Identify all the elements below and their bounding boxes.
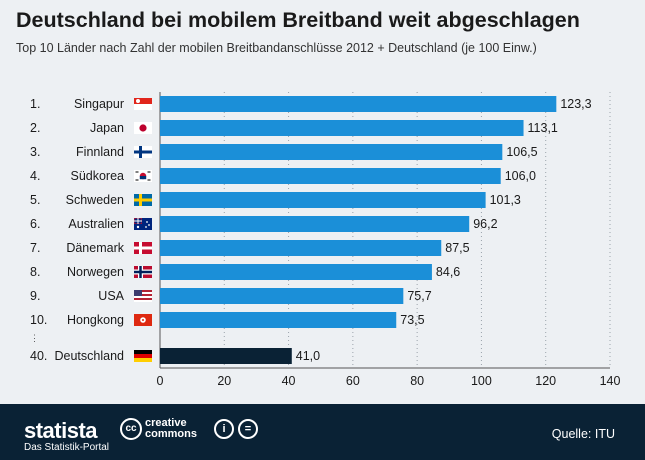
footer: statista Das Statistik-Portal cc creativ… bbox=[0, 404, 645, 460]
country-label: Hongkong bbox=[67, 313, 124, 327]
no-derivatives-icon[interactable]: = bbox=[238, 419, 258, 439]
rank-label: 6. bbox=[30, 217, 40, 231]
value-label: 87,5 bbox=[445, 241, 469, 255]
chart-subtitle: Top 10 Länder nach Zahl der mobilen Brei… bbox=[16, 41, 537, 55]
creative-commons-icon[interactable]: cc bbox=[120, 418, 142, 440]
rank-label: 7. bbox=[30, 241, 40, 255]
flag-australia-icon bbox=[134, 218, 152, 230]
x-tick-label: 80 bbox=[410, 374, 424, 388]
rank-label: 8. bbox=[30, 265, 40, 279]
country-label: Singapur bbox=[74, 97, 124, 111]
country-label: Japan bbox=[90, 121, 124, 135]
value-label: 113,1 bbox=[528, 121, 558, 135]
value-label: 123,3 bbox=[560, 97, 591, 111]
statista-tagline: Das Statistik-Portal bbox=[24, 442, 110, 453]
flag-singapore-icon bbox=[134, 98, 152, 110]
x-tick-label: 100 bbox=[471, 374, 492, 388]
country-label: Schweden bbox=[66, 193, 124, 207]
country-label: Südkorea bbox=[70, 169, 124, 183]
x-tick-label: 0 bbox=[157, 374, 164, 388]
rank-label: 1. bbox=[30, 97, 40, 111]
attribution-icon[interactable]: i bbox=[214, 419, 234, 439]
cc-line-1: creative bbox=[145, 417, 187, 429]
flag-germany-icon bbox=[134, 350, 152, 362]
bar bbox=[160, 348, 292, 364]
value-label: 96,2 bbox=[473, 217, 497, 231]
value-label: 84,6 bbox=[436, 265, 460, 279]
bar bbox=[160, 168, 501, 184]
value-label: 106,5 bbox=[506, 145, 537, 159]
country-label: Dänemark bbox=[66, 241, 124, 255]
rank-label: 40. bbox=[30, 349, 47, 363]
value-label: 73,5 bbox=[400, 313, 424, 327]
flag-japan-icon bbox=[134, 122, 152, 134]
value-label: 101,3 bbox=[490, 193, 521, 207]
flag-hong-kong-icon bbox=[134, 314, 152, 326]
rank-label: 2. bbox=[30, 121, 40, 135]
flag-usa-icon bbox=[134, 290, 152, 302]
cc-line-2: commons bbox=[145, 428, 197, 440]
country-label: USA bbox=[98, 289, 124, 303]
country-label: Norwegen bbox=[67, 265, 124, 279]
x-tick-label: 40 bbox=[282, 374, 296, 388]
rank-label: 9. bbox=[30, 289, 40, 303]
chart-title: Deutschland bei mobilem Breitband weit a… bbox=[16, 8, 580, 32]
bar bbox=[160, 144, 503, 160]
bar bbox=[160, 120, 524, 136]
x-tick-label: 60 bbox=[346, 374, 360, 388]
bar bbox=[160, 192, 486, 208]
rank-label: 10. bbox=[30, 313, 47, 327]
row-gap-dots: ⋮ bbox=[30, 333, 39, 343]
source-label: Quelle: ITU bbox=[551, 427, 615, 441]
flag-sweden-icon bbox=[134, 194, 152, 206]
bar bbox=[160, 96, 557, 112]
bar bbox=[160, 240, 442, 256]
bar-chart: 0 20 40 60 80 100 120 140 ⋮ 1. Singapur 123,3 2. Japa… bbox=[30, 92, 621, 388]
flag-denmark-icon bbox=[134, 242, 152, 254]
bar bbox=[160, 264, 432, 280]
country-label: Deutschland bbox=[55, 349, 125, 363]
country-label: Australien bbox=[68, 217, 124, 231]
creative-commons-text[interactable]: creative commons bbox=[145, 418, 197, 440]
rank-label: 5. bbox=[30, 193, 40, 207]
value-label: 106,0 bbox=[505, 169, 536, 183]
bar bbox=[160, 288, 404, 304]
flag-finland-icon bbox=[134, 146, 152, 158]
x-tick-label: 20 bbox=[217, 374, 231, 388]
bar bbox=[160, 216, 470, 232]
x-tick-label: 140 bbox=[600, 374, 621, 388]
x-tick-label: 120 bbox=[535, 374, 556, 388]
flag-south-korea-icon bbox=[134, 170, 152, 182]
rank-label: 3. bbox=[30, 145, 40, 159]
value-label: 41,0 bbox=[296, 349, 320, 363]
country-label: Finnland bbox=[76, 145, 124, 159]
flag-norway-icon bbox=[134, 266, 152, 278]
bar bbox=[160, 312, 397, 328]
rank-label: 4. bbox=[30, 169, 40, 183]
value-label: 75,7 bbox=[407, 289, 431, 303]
statista-logo[interactable]: statista bbox=[24, 418, 98, 443]
